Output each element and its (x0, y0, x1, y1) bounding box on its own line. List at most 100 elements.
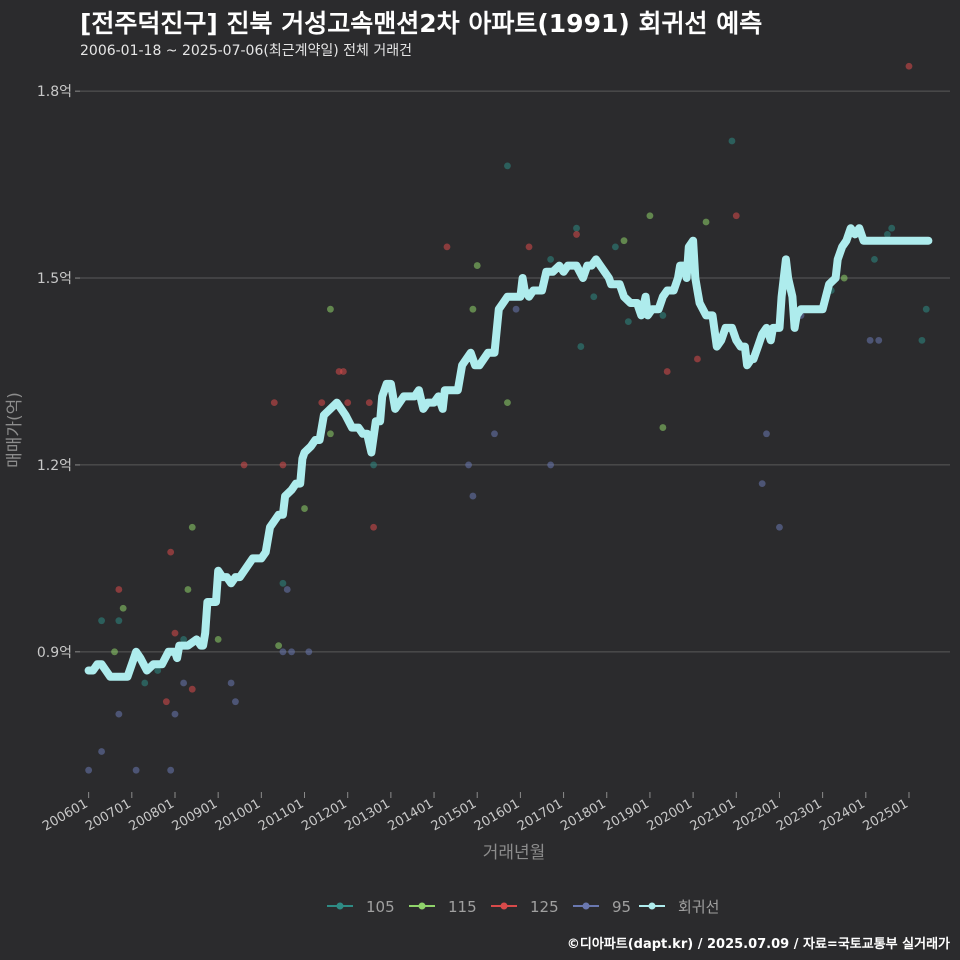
point-115 (659, 424, 667, 431)
legend-item: 105 (327, 898, 395, 916)
legend-item: 115 (409, 898, 477, 916)
point-105 (624, 318, 632, 326)
x-tick-label: 200701 (83, 796, 133, 834)
point-105 (370, 461, 377, 469)
point-125 (115, 586, 123, 593)
y-tick-label: 0.9억 (37, 645, 72, 661)
point-105 (279, 579, 287, 587)
chart-title: [전주덕진구] 진북 거성고속맨션2차 아파트(1991) 회귀선 예측 (80, 9, 763, 38)
regression-layer (84, 224, 933, 681)
legend-marker (336, 902, 344, 910)
point-125 (167, 548, 175, 556)
legend-marker (582, 902, 590, 910)
legend-label: 회귀선 (678, 898, 719, 916)
x-tick-label: 201801 (558, 796, 608, 834)
point-125 (732, 212, 740, 220)
point-105 (504, 162, 511, 170)
x-tick-label: 200601 (40, 796, 90, 834)
point-95 (167, 766, 175, 774)
point-105 (883, 231, 891, 238)
point-105 (728, 137, 736, 145)
point-115 (188, 523, 196, 531)
x-tick-label: 202201 (731, 796, 781, 834)
point-115 (473, 262, 481, 269)
point-125 (162, 698, 170, 706)
point-115 (111, 648, 118, 656)
point-95 (232, 698, 239, 706)
point-95 (115, 710, 123, 718)
grid-layer (80, 90, 950, 653)
point-115 (119, 604, 127, 612)
y-axis: 0.9억 1.2억 1.5억 1.8억 (37, 84, 80, 661)
point-95 (132, 766, 140, 774)
point-125 (370, 523, 377, 531)
point-115 (327, 430, 334, 438)
point-105 (141, 679, 149, 687)
point-95 (776, 523, 783, 531)
x-tick-label: 201601 (472, 796, 522, 834)
point-95 (758, 480, 766, 488)
point-95 (875, 336, 883, 344)
point-125 (240, 461, 248, 469)
x-tick-label: 201101 (256, 796, 306, 834)
legend-label: 105 (366, 898, 395, 916)
x-tick-label: 202001 (645, 796, 695, 834)
point-115 (646, 212, 654, 220)
point-125 (270, 399, 278, 407)
point-125 (339, 368, 347, 375)
x-tick-label: 202401 (817, 796, 867, 834)
point-125 (905, 62, 913, 70)
point-125 (694, 355, 701, 363)
point-105 (590, 293, 598, 301)
x-tick-label: 201301 (342, 796, 392, 834)
point-95 (305, 648, 313, 656)
x-axis: 2006012007012008012009012010012011012012… (40, 792, 911, 834)
point-125 (171, 629, 179, 637)
x-tick-label: 201001 (213, 796, 263, 834)
legend-item: 125 (491, 898, 559, 916)
point-105 (888, 224, 896, 232)
point-105 (547, 255, 555, 263)
x-tick-label: 200801 (126, 796, 176, 834)
legend-marker (648, 902, 656, 910)
point-105 (98, 617, 105, 625)
point-95 (547, 461, 555, 469)
point-95 (469, 492, 477, 500)
point-115 (275, 642, 283, 649)
point-105 (659, 312, 667, 319)
point-105 (871, 255, 878, 263)
legend: 105 115 125 95 회귀선 (327, 898, 719, 916)
x-tick-label: 201701 (515, 796, 565, 834)
point-95 (98, 748, 105, 755)
point-115 (840, 274, 848, 282)
y-axis-title: 매매가(억) (5, 392, 25, 468)
point-115 (184, 586, 192, 593)
point-105 (154, 667, 162, 674)
point-105 (577, 343, 585, 350)
point-95 (283, 586, 291, 593)
point-125 (525, 243, 533, 251)
point-115 (620, 237, 628, 245)
legend-label: 125 (530, 898, 559, 916)
points-layer (85, 62, 930, 774)
point-115 (469, 305, 477, 313)
x-tick-label: 200901 (170, 796, 220, 834)
point-125 (573, 231, 580, 238)
point-105 (180, 635, 188, 643)
legend-marker (500, 902, 508, 910)
point-105 (115, 617, 123, 625)
point-125 (663, 368, 671, 375)
point-95 (512, 305, 520, 313)
point-115 (504, 399, 511, 407)
regression-line (84, 224, 933, 681)
x-tick-label: 201901 (601, 796, 651, 834)
x-tick-label: 202501 (860, 796, 910, 834)
point-95 (763, 430, 770, 438)
x-tick-label: 201401 (386, 796, 436, 834)
point-95 (866, 336, 874, 344)
point-105 (918, 336, 926, 344)
point-115 (301, 505, 308, 512)
point-95 (465, 461, 472, 469)
legend-marker (418, 902, 426, 910)
